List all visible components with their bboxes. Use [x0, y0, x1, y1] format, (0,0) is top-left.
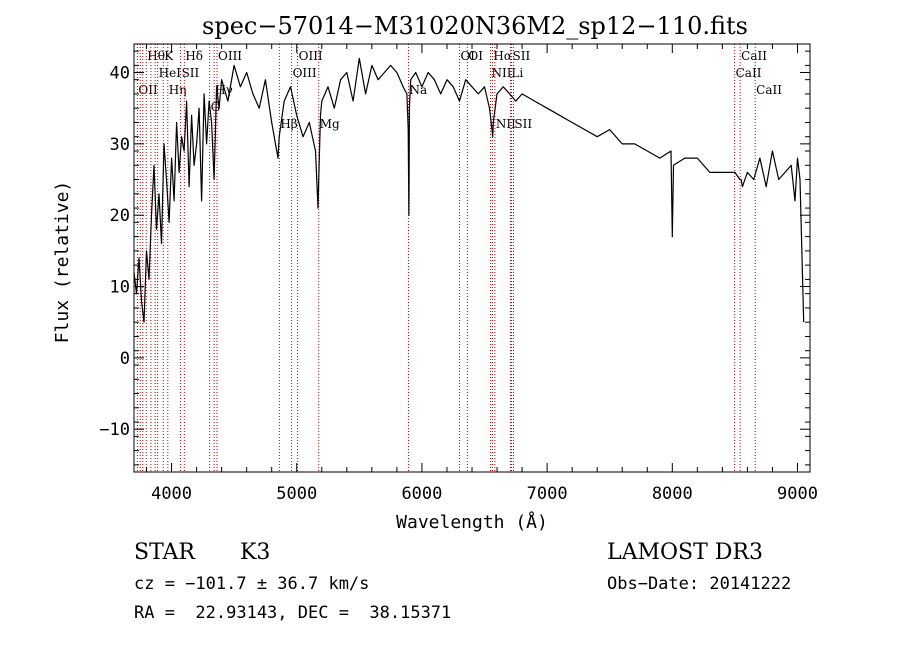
line-marker-label-16: OIII	[299, 49, 323, 63]
line-markers: OII Hθ HeI K Hη SII Hδ G Hγ OIII Hβ OIII OIII Mg Na OIO…	[136, 44, 782, 472]
line-marker-label-20: OI	[468, 49, 483, 63]
line-marker-label-17: Mg	[320, 117, 340, 131]
line-marker-label-26: SII	[514, 117, 532, 131]
x-tick-label-7000: 7000	[527, 484, 568, 504]
series-line-0	[133, 57, 805, 323]
y-tick-label-10: 10	[110, 278, 130, 298]
line-marker-label-18: Na	[410, 83, 428, 97]
axes	[133, 43, 811, 473]
line-marker-label-12: Hγ	[215, 83, 233, 97]
line-marker-label-13: OIII	[218, 49, 242, 63]
x-tick-label-5000: 5000	[276, 484, 317, 504]
line-marker-label-25: SII	[513, 49, 531, 63]
x-tick-label-4000: 4000	[151, 484, 192, 504]
line-marker-label-27: CaII	[736, 66, 762, 80]
line-marker-label-19: OI	[460, 49, 475, 63]
line-marker-label-10: Hδ	[185, 49, 203, 63]
star-subclass: K3	[240, 540, 271, 565]
line-marker-label-22: Hα	[493, 49, 512, 63]
line-marker-label-11: G	[211, 100, 221, 114]
line-marker-label-29: CaII	[756, 83, 782, 97]
line-marker-label-9: SII	[182, 66, 200, 80]
x-axis-label: Wavelength (Å)	[396, 511, 548, 533]
line-marker-label-23: NII	[496, 117, 516, 131]
cz-value: cz = −101.7 ± 36.7 km/s	[134, 574, 370, 594]
star-class: STAR	[134, 540, 195, 565]
line-marker-label-6: HeI	[159, 66, 182, 80]
line-marker-label-0: OII	[138, 83, 158, 97]
y-tick-label-20: 20	[110, 206, 130, 226]
y-tick-label-0: 0	[120, 349, 130, 369]
ticks: 4000 5000 6000 7000 8000 9000 −10 0 10 20 30 40	[99, 44, 818, 504]
coordinates: RA = 22.93143, DEC = 38.15371	[134, 603, 452, 623]
chart-title: spec−57014−M31020N36M2_sp12−110.fits	[202, 12, 748, 40]
x-tick-label-6000: 6000	[401, 484, 442, 504]
plot-frame	[133, 43, 811, 473]
line-marker-label-8: Hη	[169, 83, 187, 97]
series-group	[133, 57, 805, 323]
line-marker-label-21: NII	[492, 66, 512, 80]
y-axis-label: Flux (relative)	[52, 181, 73, 344]
line-marker-label-14: Hβ	[280, 117, 297, 131]
x-tick-label-8000: 8000	[652, 484, 693, 504]
line-marker-label-7: K	[164, 49, 174, 63]
x-tick-label-9000: 9000	[777, 484, 818, 504]
survey-name: LAMOST DR3	[607, 540, 763, 565]
obs-date: Obs−Date: 20141222	[607, 574, 792, 594]
y-tick-label-30: 30	[110, 135, 130, 155]
y-tick-label-40: 40	[110, 64, 130, 84]
line-marker-label-3: Hθ	[147, 49, 165, 63]
y-tick-label--10: −10	[99, 420, 130, 440]
line-marker-label-15: OIII	[293, 66, 317, 80]
line-marker-label-24: Li	[511, 66, 523, 80]
line-marker-label-28: CaII	[741, 49, 767, 63]
